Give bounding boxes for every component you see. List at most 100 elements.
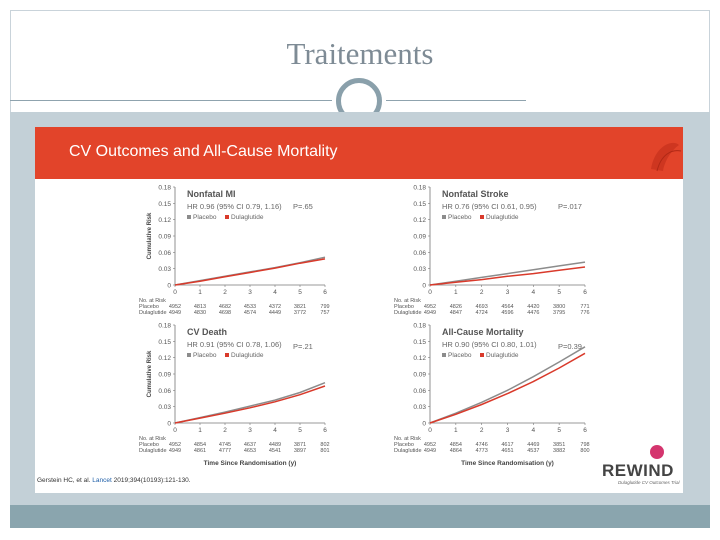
x-tick-label: 6 — [583, 289, 587, 296]
risk-value: 4489 — [269, 442, 281, 448]
risk-value: 3821 — [294, 304, 306, 310]
risk-value: 4637 — [244, 442, 256, 448]
x-tick-label: 0 — [173, 427, 177, 434]
risk-value: 771 — [580, 304, 589, 310]
x-tick-label: 2 — [480, 427, 484, 434]
series-line-placebo — [429, 261, 586, 286]
y-tick-label: 0.15 — [413, 339, 426, 346]
risk-table-header: No. at Risk — [394, 298, 421, 304]
p-value: P=.017 — [558, 202, 582, 211]
citation-authors: Gerstein HC, et al. — [37, 477, 91, 484]
y-tick-label: 0.03 — [158, 404, 171, 411]
y-tick-label: 0.03 — [413, 404, 426, 411]
x-tick-label: 5 — [298, 427, 302, 434]
legend-swatch-placebo — [187, 353, 191, 357]
y-tick-label: 0.15 — [413, 201, 426, 208]
risk-value: 4949 — [169, 310, 181, 316]
risk-row-label: Placebo — [139, 442, 159, 448]
x-tick-label: 3 — [506, 289, 510, 296]
y-tick-label: 0.09 — [158, 372, 171, 379]
x-tick-label: 5 — [557, 427, 561, 434]
series-line-dulaglutide — [174, 385, 326, 424]
y-axis-label: Cumulative Risk — [147, 212, 153, 259]
risk-value: 4617 — [501, 442, 513, 448]
risk-row-label: Dulaglutide — [394, 310, 422, 316]
y-tick-label: 0.09 — [413, 372, 426, 379]
citation-ref: 2019;394(10193):121-130. — [113, 477, 191, 484]
series-line-dulaglutide — [429, 352, 586, 424]
figure-header: CV Outcomes and All-Cause Mortality — [35, 127, 683, 179]
y-tick-label: 0.18 — [413, 185, 426, 192]
legend-swatch-dulaglutide — [480, 353, 484, 357]
y-tick-label: 0.03 — [158, 266, 171, 273]
title-rule-right — [386, 100, 526, 101]
series-line-placebo — [174, 382, 326, 424]
risk-value: 802 — [320, 442, 329, 448]
x-axis-label: Time Since Randomisation (y) — [204, 460, 297, 467]
y-tick-label: 0.09 — [158, 234, 171, 241]
x-tick-label: 4 — [532, 427, 536, 434]
x-tick-label: 6 — [323, 427, 327, 434]
x-tick-label: 3 — [248, 289, 252, 296]
legend-swatch-dulaglutide — [225, 215, 229, 219]
risk-row-label: Dulaglutide — [139, 448, 167, 454]
hazard-ratio: HR 0.76 (95% CI 0.61, 0.95) — [442, 202, 537, 211]
chart-panel-1: 0 0.03 0.06 0.09 0.12 0.15 0.18 0 1 2 3 4 5 6 Cumulati… — [139, 185, 330, 317]
legend-label-dulaglutide: Dulaglutide — [486, 214, 519, 221]
risk-value: 4773 — [476, 448, 488, 454]
risk-row-label: Placebo — [394, 442, 414, 448]
risk-value: 4861 — [194, 448, 206, 454]
y-tick-label: 0.18 — [413, 323, 426, 330]
risk-value: 3851 — [553, 442, 565, 448]
risk-table-header: No. at Risk — [139, 436, 166, 442]
risk-value: 4952 — [169, 304, 181, 310]
risk-value: 776 — [580, 310, 589, 316]
risk-row-label: Placebo — [139, 304, 159, 310]
risk-value: 4533 — [244, 304, 256, 310]
x-tick-label: 5 — [298, 289, 302, 296]
risk-value: 3897 — [294, 448, 306, 454]
hazard-ratio: HR 0.96 (95% CI 0.79, 1.16) — [187, 202, 282, 211]
x-tick-label: 5 — [557, 289, 561, 296]
risk-value: 4682 — [219, 304, 231, 310]
risk-value: 3882 — [553, 448, 565, 454]
legend-swatch-placebo — [442, 353, 446, 357]
legend-label-placebo: Placebo — [193, 352, 217, 359]
risk-value: 4949 — [424, 310, 436, 316]
x-axis-label: Time Since Randomisation (y) — [461, 460, 554, 467]
y-tick-label: 0.18 — [158, 323, 171, 330]
y-tick-label: 0.06 — [158, 388, 171, 395]
y-tick-label: 0.12 — [158, 217, 171, 224]
risk-value: 801 — [320, 448, 329, 454]
risk-value: 4813 — [194, 304, 206, 310]
legend-label-dulaglutide: Dulaglutide — [486, 352, 519, 359]
risk-value: 4854 — [450, 442, 462, 448]
x-tick-label: 1 — [454, 289, 458, 296]
citation-journal: Lancet — [92, 477, 112, 484]
rewind-logo: REWIND Dulaglutide CV Outcomes Trial — [600, 445, 680, 489]
slide-title: Traitements — [286, 36, 434, 71]
risk-row-label: Dulaglutide — [139, 310, 167, 316]
y-tick-label: 0.12 — [413, 217, 426, 224]
risk-value: 3871 — [294, 442, 306, 448]
risk-value: 4826 — [450, 304, 462, 310]
risk-value: 3772 — [294, 310, 306, 316]
risk-value: 4746 — [476, 442, 488, 448]
risk-value: 4854 — [194, 442, 206, 448]
y-tick-label: 0 — [167, 421, 171, 428]
legend-swatch-placebo — [442, 215, 446, 219]
risk-value: 3800 — [553, 304, 565, 310]
risk-row-label: Placebo — [394, 304, 414, 310]
risk-value: 4698 — [219, 310, 231, 316]
y-tick-label: 0.15 — [158, 201, 171, 208]
legend-label-placebo: Placebo — [193, 214, 217, 221]
p-value: P=.21 — [293, 342, 313, 351]
x-tick-label: 0 — [173, 289, 177, 296]
x-tick-label: 0 — [428, 289, 432, 296]
panel-title: Nonfatal Stroke — [442, 189, 509, 199]
risk-value: 4864 — [450, 448, 462, 454]
risk-value: 4564 — [501, 304, 513, 310]
charts-canvas: 0 0.03 0.06 0.09 0.12 0.15 0.18 0 1 2 3 4 5 6 Cumulati… — [139, 185, 590, 468]
